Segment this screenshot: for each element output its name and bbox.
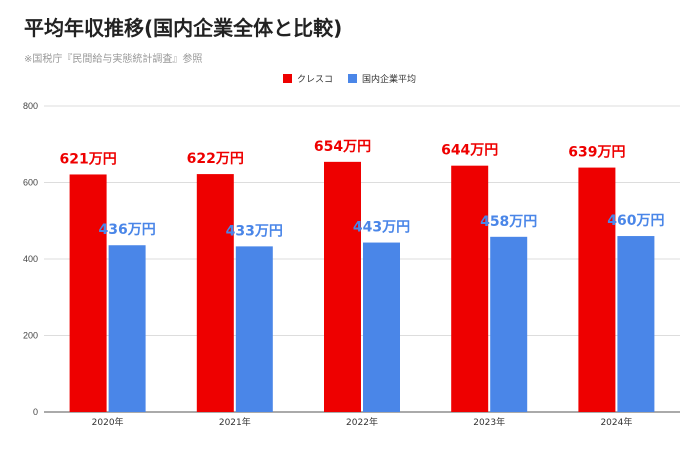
x-tick-label: 2022年 [346,416,378,428]
data-label: 639万円 [568,145,625,161]
chart-subtitle: ※国税庁『民間給与実態統計調査』参照 [24,54,203,65]
bar-kresco [196,174,234,412]
bar-national [490,236,528,412]
y-tick-label: 0 [33,407,38,417]
legend-label: 国内企業平均 [362,73,416,85]
bar-kresco [69,174,107,412]
legend-swatch [283,74,292,83]
data-label: 458万円 [480,214,537,230]
bar-national [235,246,273,412]
bar-national [108,245,146,412]
data-label: 621万円 [59,151,116,167]
bar-kresco [324,161,361,412]
data-label: 622万円 [187,151,244,167]
bar-kresco [451,165,489,412]
x-tick-label: 2023年 [473,416,505,428]
y-tick-label: 600 [23,178,38,188]
y-tick-label: 800 [23,101,38,111]
chart-title: 平均年収推移(国内企業全体と比較) [24,16,343,40]
x-tick-label: 2021年 [219,416,251,428]
data-label: 654万円 [314,139,371,155]
bar-kresco [578,167,616,412]
data-label: 644万円 [441,143,498,159]
y-tick-label: 400 [23,254,38,264]
x-tick-label: 2024年 [600,416,632,428]
data-label: 443万円 [353,220,410,236]
legend-swatch [348,74,357,83]
data-label: 460万円 [607,213,664,229]
data-label: 436万円 [98,222,155,238]
y-tick-label: 200 [23,331,38,341]
legend-label: クレスコ [297,74,333,85]
x-tick-label: 2020年 [92,416,124,428]
data-label: 433万円 [226,223,283,239]
bar-national [617,236,655,412]
bar-national [363,242,400,412]
